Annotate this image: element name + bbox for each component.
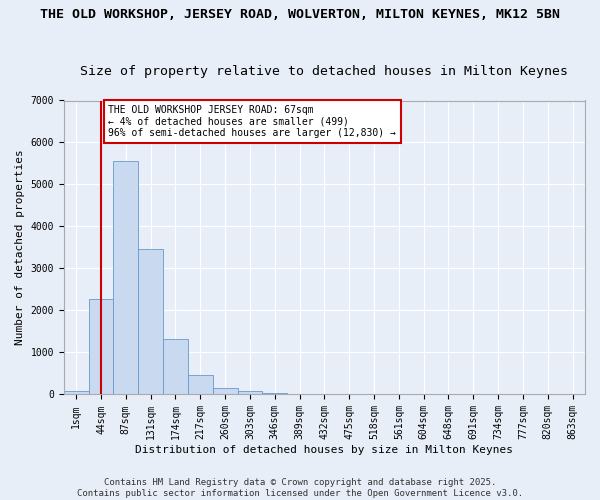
Text: THE OLD WORKSHOP JERSEY ROAD: 67sqm
← 4% of detached houses are smaller (499)
96: THE OLD WORKSHOP JERSEY ROAD: 67sqm ← 4%… xyxy=(109,104,397,138)
Bar xyxy=(89,298,113,394)
Bar xyxy=(262,393,287,394)
Text: THE OLD WORKSHOP, JERSEY ROAD, WOLVERTON, MILTON KEYNES, MK12 5BN: THE OLD WORKSHOP, JERSEY ROAD, WOLVERTON… xyxy=(40,8,560,20)
X-axis label: Distribution of detached houses by size in Milton Keynes: Distribution of detached houses by size … xyxy=(136,445,514,455)
Bar xyxy=(188,374,212,394)
Text: Contains HM Land Registry data © Crown copyright and database right 2025.
Contai: Contains HM Land Registry data © Crown c… xyxy=(77,478,523,498)
Title: Size of property relative to detached houses in Milton Keynes: Size of property relative to detached ho… xyxy=(80,66,568,78)
Y-axis label: Number of detached properties: Number of detached properties xyxy=(15,150,25,346)
Bar xyxy=(238,391,262,394)
Bar xyxy=(64,391,89,394)
Bar xyxy=(212,388,238,394)
Bar xyxy=(113,162,138,394)
Bar xyxy=(163,340,188,394)
Bar xyxy=(138,249,163,394)
